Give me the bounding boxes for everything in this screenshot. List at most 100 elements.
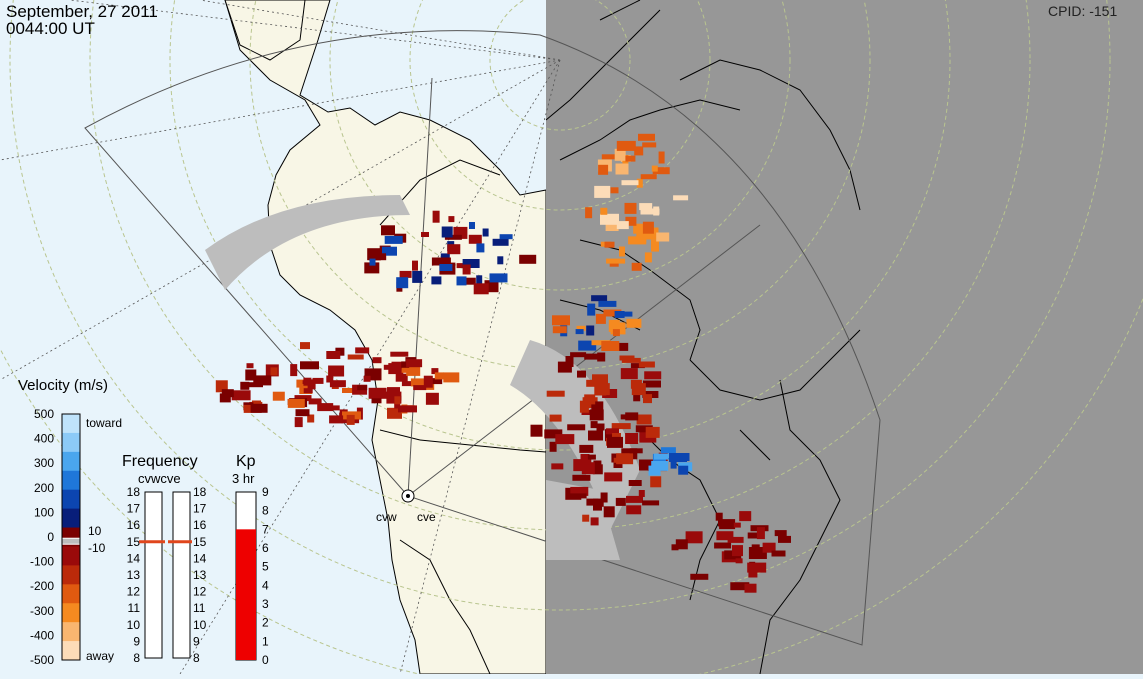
velocity-cell	[616, 140, 636, 151]
velocity-cell	[567, 424, 586, 431]
radar-label-cvw: cvw	[376, 510, 397, 524]
velocity-cell	[616, 221, 629, 230]
velocity-cell	[690, 573, 709, 580]
frequency-tick-left: 11	[128, 601, 141, 615]
velocity-cell	[594, 185, 611, 198]
velocity-cell	[363, 375, 371, 382]
velocity-cell	[621, 357, 641, 363]
velocity-cell	[497, 256, 504, 265]
frequency-tick-right: 18	[193, 485, 207, 499]
velocity-title: Velocity (m/s)	[18, 377, 108, 394]
velocity-cell	[642, 221, 654, 234]
velocity-cell	[317, 403, 334, 412]
velocity-cell	[598, 164, 609, 175]
velocity-cell	[640, 174, 657, 180]
velocity-cell	[460, 277, 476, 285]
frequency-tick-left: 15	[127, 535, 141, 549]
velocity-cell	[329, 405, 340, 411]
velocity-cell	[584, 353, 600, 360]
velocity-cell	[489, 273, 508, 283]
velocity-cell	[443, 372, 460, 383]
velocity-cell	[552, 326, 567, 334]
velocity-cell	[715, 512, 723, 521]
velocity-cell	[303, 388, 313, 394]
velocity-cell	[751, 544, 760, 550]
velocity-cell	[388, 363, 404, 375]
velocity-cell	[598, 300, 617, 307]
velocity-colorbar-segment	[62, 451, 80, 472]
velocity-colorbar-border	[61, 413, 81, 661]
velocity-cell	[326, 375, 334, 383]
velocity-cell	[473, 283, 489, 295]
velocity-colorbar-segment	[62, 565, 80, 585]
velocity-cell	[658, 151, 665, 164]
velocity-cell	[628, 236, 647, 245]
velocity-cell	[249, 382, 263, 388]
velocity-cell	[412, 260, 418, 271]
velocity-colorbar-segment	[62, 603, 80, 623]
velocity-cell	[606, 258, 626, 264]
velocity-cell	[778, 535, 791, 543]
velocity-cell	[300, 361, 319, 370]
velocity-cell	[613, 457, 629, 463]
velocity-cell	[656, 232, 670, 242]
velocity-cell	[601, 154, 618, 160]
velocity-cell	[303, 377, 312, 386]
velocity-cell	[544, 429, 563, 439]
velocity-cell	[401, 361, 410, 370]
velocity-cell	[614, 148, 626, 161]
cpid-label: CPID: -151	[1048, 3, 1118, 19]
kp-tick: 3	[262, 597, 269, 611]
velocity-cell	[727, 536, 744, 543]
velocity-cell	[456, 276, 467, 286]
velocity-cell	[250, 403, 268, 413]
frequency-tick-left: 10	[127, 618, 141, 632]
legend-panel: Velocity (m/s) 5004003002001000-100-200-…	[18, 377, 269, 667]
kp-tick: 2	[262, 616, 269, 630]
away-label: away	[86, 649, 114, 663]
velocity-cell	[395, 373, 408, 382]
velocity-cell	[253, 375, 272, 386]
velocity-cell	[651, 165, 658, 172]
velocity-cell	[328, 365, 345, 377]
velocity-cell	[650, 476, 662, 488]
velocity-cell	[611, 423, 631, 430]
velocity-cell	[546, 390, 565, 397]
velocity-cell	[591, 295, 608, 302]
velocity-cell	[642, 500, 660, 506]
velocity-cell	[638, 361, 655, 368]
velocity-cell	[621, 180, 639, 186]
velocity-cell	[468, 234, 482, 244]
velocity-tick: 300	[34, 456, 54, 470]
velocity-cell	[549, 414, 562, 422]
velocity-cell	[384, 235, 403, 244]
velocity-cell	[570, 352, 587, 358]
velocity-cell	[685, 531, 703, 544]
kp-tick: 1	[262, 634, 269, 648]
velocity-cell	[584, 394, 596, 405]
velocity-cell	[431, 276, 442, 285]
velocity-cell	[530, 424, 543, 437]
velocity-cell	[307, 414, 315, 423]
velocity-cell	[733, 522, 741, 528]
velocity-cell	[681, 453, 690, 461]
velocity-cell	[555, 434, 575, 445]
velocity-cell	[660, 447, 676, 454]
velocity-cell	[644, 252, 652, 263]
velocity-tick: -500	[30, 653, 54, 667]
velocity-colorbar-segment	[62, 622, 80, 642]
velocity-cell	[413, 385, 427, 391]
velocity-cell	[300, 342, 310, 350]
velocity-cell	[619, 246, 625, 257]
velocity-cell	[716, 531, 734, 541]
frequency-bar-cvw	[144, 491, 163, 659]
velocity-cell	[456, 263, 466, 269]
velocity-colorbar-segment	[62, 584, 80, 604]
velocity-cell	[771, 550, 786, 557]
velocity-cell	[586, 379, 603, 387]
velocity-cell	[240, 381, 250, 390]
velocity-cell	[653, 453, 669, 460]
velocity-cell	[572, 474, 591, 481]
velocity-cell	[270, 367, 278, 376]
velocity-cell	[629, 448, 643, 454]
